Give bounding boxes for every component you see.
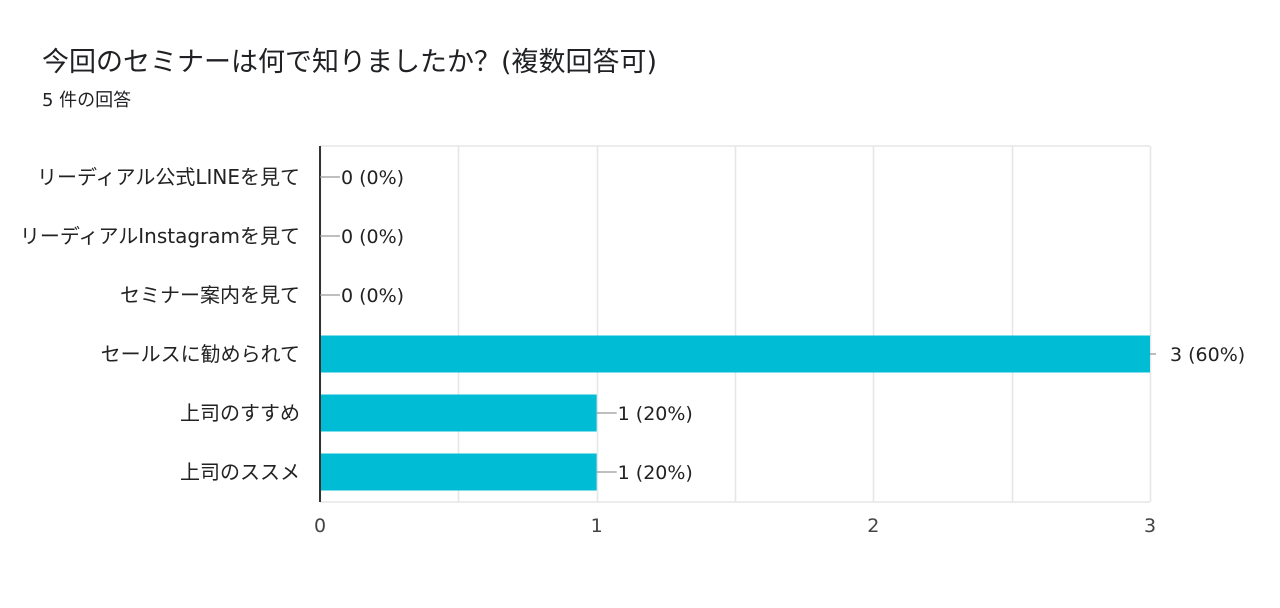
labels: リーディアル公式LINEを見て 0 (0%) リーディアルInstagramを見て 0…	[20, 165, 1245, 484]
category-label: 上司のススメ	[180, 460, 300, 484]
data-label: 1 (20%)	[618, 403, 693, 425]
data-label: 0 (0%)	[341, 167, 404, 189]
axes: 0 1 2 3	[314, 146, 1156, 537]
x-tick-label: 0	[314, 515, 326, 537]
category-label: セールスに勧められて	[101, 342, 300, 366]
category-label: リーディアル公式LINEを見て	[37, 165, 300, 189]
gridlines	[319, 145, 1152, 503]
response-count: 5 件の回答	[42, 90, 132, 111]
data-label: 0 (0%)	[341, 226, 404, 248]
x-tick-label: 1	[591, 515, 603, 537]
x-tick-label: 2	[867, 515, 879, 537]
category-label: リーディアルInstagramを見て	[20, 224, 300, 248]
bar	[320, 453, 597, 491]
x-tick-label: 3	[1144, 515, 1156, 537]
data-label: 0 (0%)	[341, 285, 404, 307]
category-label: セミナー案内を見て	[120, 283, 300, 307]
data-label: 1 (20%)	[618, 462, 693, 484]
bar	[320, 335, 1150, 373]
chart-title: 今回のセミナーは何で知りましたか？(複数回答可)	[42, 47, 658, 78]
bar	[320, 394, 597, 432]
category-label: 上司のすすめ	[180, 401, 300, 425]
data-label: 3 (60%)	[1170, 344, 1245, 366]
bars	[320, 335, 1150, 491]
